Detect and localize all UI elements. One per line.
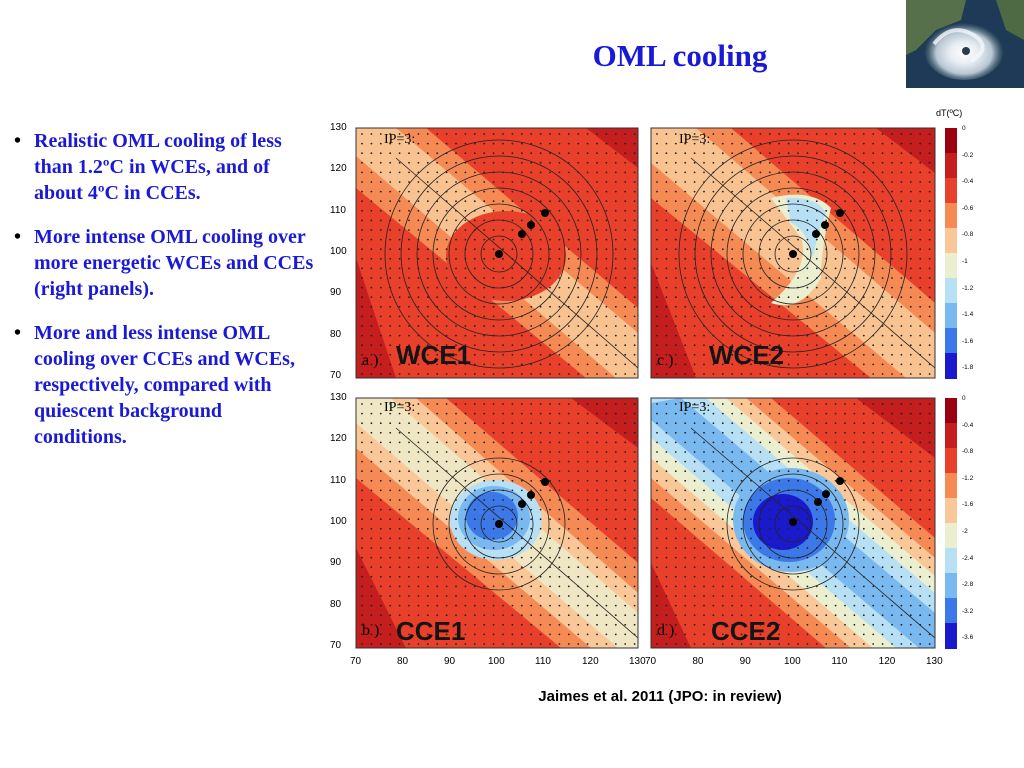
colorbar-segment: [945, 253, 957, 279]
y-tick-label: 100: [330, 245, 347, 257]
x-tick-label: 70: [645, 656, 657, 667]
bullet-item: • Realistic OML cooling of less than 1.2…: [14, 128, 314, 206]
bullet-text: More and less intense OML cooling over C…: [34, 322, 295, 448]
colorbar-segment: [945, 228, 957, 254]
colorbar-segment: [945, 153, 957, 179]
colorbar-segment: [945, 473, 957, 499]
colorbar-tick-label: 0: [962, 395, 966, 402]
colorbar-tick-label: -0.6: [962, 204, 974, 212]
colorbar-tick-label: -0.4: [962, 178, 974, 186]
panel-d-cce2: IP=3: d ) CCE2: [651, 398, 935, 648]
colorbar-segment: [945, 598, 957, 624]
x-tick-label: 100: [784, 656, 801, 667]
colorbar-segment: [945, 328, 957, 354]
panel-label: WCE2: [709, 340, 785, 370]
colorbar-segment: [945, 498, 957, 524]
colorbar-segment: [945, 448, 957, 474]
ip-label: IP=3:: [679, 132, 711, 147]
bullet-list: • Realistic OML cooling of less than 1.2…: [14, 128, 314, 468]
y-tick-label: 120: [330, 433, 347, 445]
bullet-item: • More intense OML cooling over more ene…: [14, 224, 314, 302]
panel-a-wce1: IP=3: a ) WCE1: [356, 128, 638, 378]
colorbar-tick-label: -0.8: [962, 448, 974, 456]
y-tick-label: 80: [330, 598, 342, 610]
bullet-marker: •: [14, 322, 22, 344]
colorbar-segment: [945, 128, 957, 154]
x-tick-label: 80: [692, 656, 704, 667]
colorbar-segment: [945, 623, 957, 649]
colorbar-segment: [945, 423, 957, 449]
colorbar-tick-label: -3.6: [962, 634, 974, 642]
colorbar-segment: [945, 203, 957, 229]
colorbar-segment: [945, 548, 957, 574]
panel-label: CCE1: [396, 616, 466, 646]
y-tick-label: 80: [330, 328, 342, 340]
y-tick-label: 110: [330, 474, 346, 486]
colorbar-tick-label: -1.2: [962, 284, 974, 292]
colorbar-segment: [945, 278, 957, 304]
y-tick-label: 130: [330, 122, 347, 133]
bullet-text: Realistic OML cooling of less than 1.2ºC…: [34, 130, 282, 204]
y-tick-label: 90: [330, 557, 342, 569]
colorbar-tick-label: -1: [962, 257, 968, 265]
panel-label: CCE2: [711, 616, 781, 646]
colorbar-tick-label: -2: [962, 527, 968, 535]
panel-letter: b ): [362, 622, 380, 639]
y-tick-label: 130: [330, 392, 347, 403]
colorbar-tick-label: -1.6: [962, 337, 974, 345]
colorbar-tick-label: -1.8: [962, 364, 974, 372]
x-tick-label: 80: [397, 656, 409, 667]
colorbar-segment: [945, 398, 957, 424]
panel-letter: d ): [657, 622, 675, 639]
x-tick-label: 110: [831, 656, 848, 667]
x-tick-label: 120: [582, 656, 599, 667]
ip-label: IP=3:: [679, 400, 711, 415]
colorbar-tick-label: -2.8: [962, 581, 974, 589]
colorbar-tick-label: -1.6: [962, 501, 974, 509]
colorbar-unit-label: dT(ºC): [936, 108, 963, 118]
colorbar-tick-label: -3.2: [962, 607, 974, 615]
x-tick-label: 130: [629, 656, 646, 667]
panel-label: WCE1: [396, 340, 472, 370]
colorbar-segment: [945, 573, 957, 599]
x-tick-label: 130: [926, 656, 943, 667]
y-tick-label: 120: [330, 163, 347, 175]
x-tick-label: 90: [444, 656, 456, 667]
panel-b-cce1: IP=3: b ) CCE1: [356, 398, 638, 648]
panel-letter: c ): [657, 352, 674, 369]
bullet-marker: •: [14, 130, 22, 152]
x-tick-label: 100: [488, 656, 505, 667]
citation: Jaimes et al. 2011 (JPO: in review): [538, 688, 782, 705]
y-tick-label: 90: [330, 287, 342, 299]
x-tick-label: 110: [535, 656, 551, 667]
bullet-text: More intense OML cooling over more energ…: [34, 226, 314, 300]
colorbar-tick-label: -0.4: [962, 421, 974, 429]
x-tick-label: 70: [350, 656, 362, 667]
panel-c-wce2: IP=3: c ) WCE2: [651, 128, 935, 378]
colorbar-tick-label: -2.4: [962, 554, 974, 562]
colorbar-segment: [945, 353, 957, 379]
colorbar-tick-label: -0.8: [962, 231, 974, 239]
y-tick-label: 110: [330, 204, 346, 216]
colorbar-tick-label: -0.2: [962, 151, 974, 159]
ip-label: IP=3:: [384, 400, 416, 415]
slide-title: OML cooling: [592, 38, 768, 73]
colorbar-segment: [945, 178, 957, 204]
hurricane-satellite-image: [906, 0, 1024, 88]
y-tick-label: 70: [330, 369, 342, 381]
colorbar-segment: [945, 523, 957, 549]
x-tick-label: 90: [739, 656, 751, 667]
y-tick-label: 100: [330, 515, 347, 527]
colorbar-tick-label: -1.2: [962, 474, 974, 482]
colorbar-tick-label: -1.4: [962, 311, 974, 319]
y-tick-label: 70: [330, 639, 342, 651]
bullet-item: • More and less intense OML cooling over…: [14, 320, 314, 450]
panel-letter: a ): [362, 352, 379, 369]
ip-label: IP=3:: [384, 132, 416, 147]
x-tick-label: 120: [878, 656, 896, 667]
colorbar-tick-label: 0: [962, 125, 966, 132]
bullet-marker: •: [14, 226, 22, 248]
colorbar-segment: [945, 303, 957, 329]
